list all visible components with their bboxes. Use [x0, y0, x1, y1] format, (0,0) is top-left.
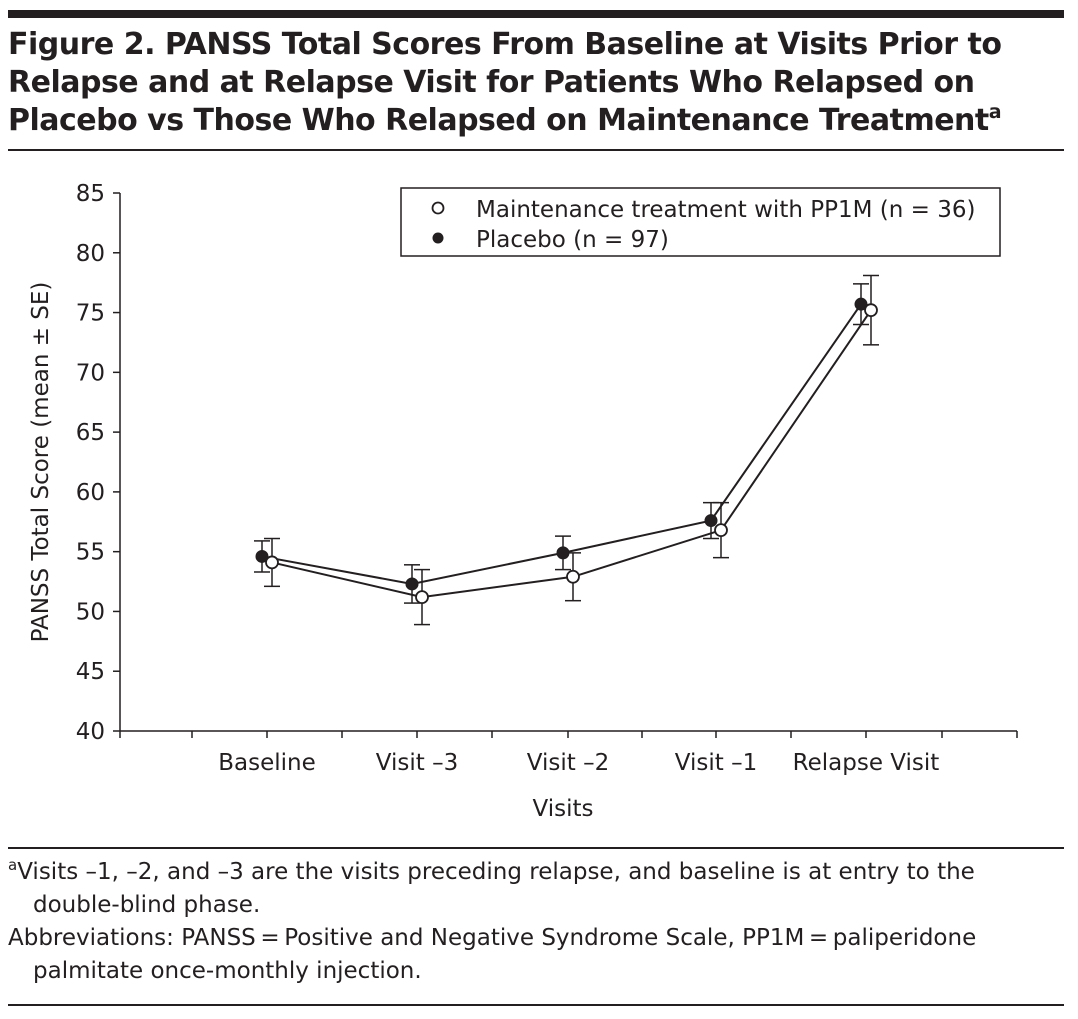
- footnote-rule-top: [8, 847, 1064, 849]
- series-line-pp1m: [271, 309, 872, 599]
- footnotes: aVisits –1, –2, and –3 are the visits pr…: [8, 856, 1068, 988]
- data-point-placebo: [405, 577, 419, 591]
- footnote-a-text: Visits –1, –2, and –3 are the visits pre…: [17, 859, 975, 918]
- panss-line-chart: 40 45 50 55 60 65 70 75 80 85 Baseline Visit –3 Visi…: [28, 181, 1018, 822]
- x-tick-label: Visit –1: [675, 750, 757, 776]
- figure-title-text: Figure 2. PANSS Total Scores From Baseli…: [8, 27, 1002, 138]
- y-tick-label: 70: [76, 360, 105, 386]
- series-line-placebo: [261, 303, 862, 585]
- data-point-placebo: [854, 297, 868, 311]
- legend-label-placebo: Placebo (n = 97): [476, 227, 669, 253]
- y-tick-label: 50: [76, 599, 105, 625]
- legend-label-pp1m: Maintenance treatment with PP1M (n = 36): [476, 197, 975, 223]
- x-axis-label: Visits: [533, 796, 594, 822]
- y-tick-label: 45: [76, 659, 105, 685]
- x-tick-label: Visit –3: [376, 750, 458, 776]
- title-rule: [8, 149, 1064, 151]
- footnote-abbreviations: Abbreviations: PANSS = Positive and Nega…: [8, 925, 977, 984]
- footnote-a-marker: a: [8, 856, 18, 874]
- data-point-placebo: [556, 546, 570, 560]
- data-point-pp1m: [265, 555, 279, 570]
- y-tick-label: 85: [76, 181, 105, 207]
- data-point-pp1m: [714, 523, 728, 538]
- legend-marker-placebo: [432, 232, 444, 244]
- data-point-placebo: [255, 549, 269, 563]
- y-axis-label: PANSS Total Score (mean ± SE): [28, 282, 54, 643]
- y-tick-label: 65: [76, 420, 105, 446]
- x-tick-label: Baseline: [218, 750, 316, 776]
- footnote-a: aVisits –1, –2, and –3 are the visits pr…: [8, 856, 1068, 922]
- data-point-pp1m: [864, 303, 878, 318]
- y-tick-label: 75: [76, 301, 105, 327]
- figure-title-footnote-marker: a: [988, 101, 1002, 123]
- legend-marker-pp1m: [431, 201, 445, 215]
- figure-title: Figure 2. PANSS Total Scores From Baseli…: [8, 26, 1068, 140]
- data-point-pp1m: [415, 590, 429, 604]
- footnote-rule-bottom: [8, 1004, 1064, 1006]
- y-tick-label: 55: [76, 540, 105, 566]
- top-rule: [8, 10, 1064, 18]
- y-tick-label: 60: [76, 480, 105, 506]
- legend-box: [400, 187, 1001, 257]
- x-tick-label: Visit –2: [527, 750, 609, 776]
- data-point-placebo: [704, 514, 718, 528]
- data-point-pp1m: [566, 569, 580, 584]
- x-tick-label: Relapse Visit: [793, 750, 940, 776]
- y-tick-label: 80: [76, 241, 105, 267]
- y-tick-label: 40: [76, 719, 105, 745]
